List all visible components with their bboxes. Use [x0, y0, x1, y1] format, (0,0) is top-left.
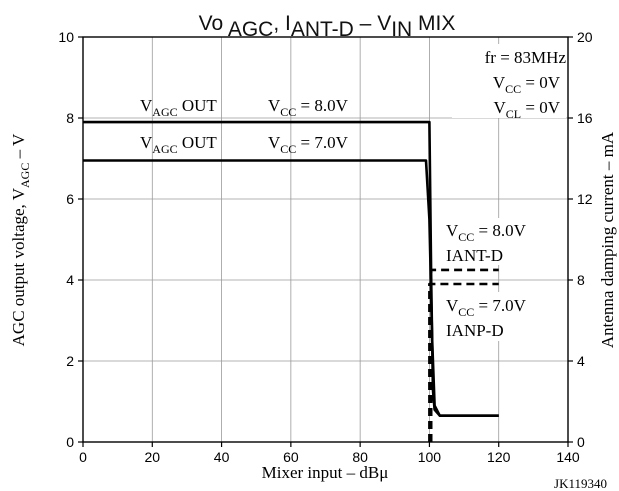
condition-vcc: VCC = 0V: [493, 73, 561, 96]
y-left-tick-label: 4: [66, 272, 74, 288]
y-right-tick-label: 16: [577, 110, 593, 126]
y-right-tick-label: 20: [577, 29, 593, 45]
label-vcc-7v: VCC = 7.0V: [268, 133, 349, 156]
y-right-tick-label: 12: [577, 191, 593, 207]
chart-title: Vo AGC, IANT-D – VIN MIX: [199, 12, 456, 41]
y-right-axis-label: Antenna damping current – mA: [598, 131, 617, 348]
label-ianp-vcc: VCC = 7.0V: [446, 296, 527, 319]
x-tick-label: 40: [214, 449, 230, 465]
series-line-4: [428, 282, 499, 442]
iant-label-mask: [443, 218, 565, 265]
x-tick-label: 80: [352, 449, 368, 465]
label-vagc-out-8v: VAGC OUT: [140, 96, 217, 119]
plot-frame: [82, 36, 569, 443]
series-line-3: [429, 268, 499, 442]
ianp-label-mask: [443, 292, 565, 341]
x-tick-label: 0: [79, 449, 87, 465]
y-right-tick-label: 8: [577, 272, 585, 288]
x-tick-label: 20: [144, 449, 160, 465]
condition-vcl: VCL = 0V: [494, 98, 561, 121]
y-left-tick-label: 6: [66, 191, 74, 207]
y-left-axis-label: AGC output voltage, VAGC – V: [9, 133, 32, 346]
y-left-tick-label: 2: [66, 353, 74, 369]
series-group: [83, 120, 499, 442]
series-line-2: [83, 159, 499, 417]
label-iant-d: IANT-D: [446, 246, 503, 265]
label-vcc-8v: VCC = 8.0V: [268, 96, 349, 119]
y-left-tick-label: 0: [66, 434, 74, 450]
label-vagc-out-7v: VAGC OUT: [140, 133, 217, 156]
y-right-tick-label: 4: [577, 353, 585, 369]
y-left-tick-label: 10: [58, 29, 74, 45]
condition-fr: fr = 83MHz: [485, 48, 567, 67]
figure-code: JK119340: [554, 476, 607, 491]
label-ianp-d: IANP-D: [446, 321, 504, 340]
x-tick-label: 100: [418, 449, 442, 465]
x-axis-ticks: 0 20 40 60 80 100 120 140: [79, 442, 580, 465]
y-left-tick-label: 8: [66, 110, 74, 126]
x-tick-label: 120: [487, 449, 511, 465]
y-right-axis-ticks: 0 4 8 12 16 20: [568, 29, 593, 450]
x-tick-label: 60: [283, 449, 299, 465]
label-iant-vcc: VCC = 8.0V: [446, 221, 527, 244]
y-left-axis-ticks: 0 2 4 6 8 10: [58, 29, 83, 450]
y-right-tick-label: 0: [577, 434, 585, 450]
x-tick-label: 140: [556, 449, 580, 465]
x-axis-label: Mixer input – dBμ: [262, 463, 389, 482]
condition-box-mask: [452, 44, 566, 118]
